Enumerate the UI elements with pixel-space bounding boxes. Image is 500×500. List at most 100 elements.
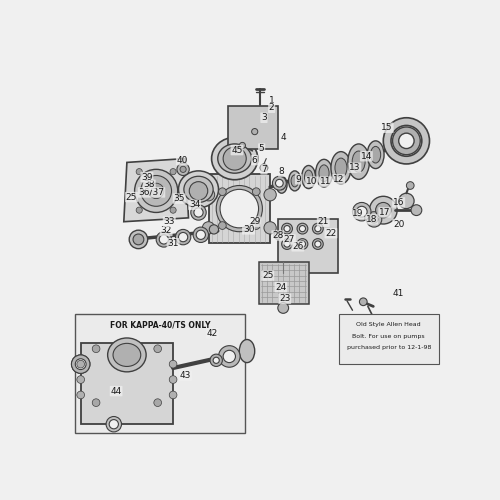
Circle shape (106, 416, 122, 432)
Ellipse shape (331, 152, 351, 184)
Ellipse shape (352, 151, 365, 172)
Circle shape (178, 232, 188, 241)
Circle shape (193, 227, 208, 242)
Circle shape (370, 196, 397, 224)
Text: 4: 4 (280, 132, 286, 141)
Circle shape (210, 354, 222, 366)
Circle shape (190, 182, 208, 200)
Circle shape (169, 391, 177, 399)
Text: 12: 12 (333, 175, 344, 184)
Text: 44: 44 (110, 386, 122, 396)
Circle shape (284, 226, 290, 232)
Text: 17: 17 (379, 208, 390, 217)
Circle shape (218, 346, 240, 367)
Circle shape (223, 147, 246, 170)
Circle shape (392, 127, 420, 154)
Text: 35: 35 (174, 194, 185, 203)
Ellipse shape (212, 138, 258, 179)
Circle shape (384, 118, 430, 164)
Text: Bolt. For use on pumps: Bolt. For use on pumps (352, 334, 425, 339)
Circle shape (218, 187, 261, 230)
Circle shape (264, 222, 276, 234)
Circle shape (366, 212, 382, 227)
Circle shape (398, 193, 414, 208)
Circle shape (312, 238, 323, 250)
Ellipse shape (370, 146, 380, 163)
Text: 30: 30 (243, 225, 254, 234)
Circle shape (176, 230, 191, 245)
Circle shape (196, 230, 205, 239)
Text: 42: 42 (206, 329, 218, 338)
Circle shape (191, 205, 206, 220)
Circle shape (284, 241, 290, 247)
Circle shape (170, 168, 176, 174)
Text: 5: 5 (259, 144, 264, 153)
Text: 36/37: 36/37 (138, 188, 164, 197)
Circle shape (77, 376, 84, 384)
Circle shape (177, 163, 190, 175)
Ellipse shape (291, 175, 298, 187)
Text: 33: 33 (164, 217, 175, 226)
Ellipse shape (304, 170, 313, 184)
Text: 32: 32 (160, 226, 172, 235)
Text: 29: 29 (249, 217, 260, 226)
Circle shape (136, 207, 142, 213)
Circle shape (360, 298, 367, 306)
Text: 10: 10 (306, 177, 318, 186)
Circle shape (297, 223, 308, 234)
Text: 28: 28 (272, 231, 283, 240)
Circle shape (72, 355, 90, 374)
Circle shape (278, 302, 288, 314)
Circle shape (169, 376, 177, 384)
Circle shape (72, 355, 90, 374)
Ellipse shape (218, 144, 252, 173)
Circle shape (376, 202, 391, 218)
Ellipse shape (335, 158, 347, 178)
Ellipse shape (240, 340, 254, 362)
Circle shape (76, 359, 86, 370)
Text: Old Style Allen Head: Old Style Allen Head (356, 322, 421, 328)
Text: 11: 11 (320, 177, 332, 186)
Text: 6: 6 (252, 156, 258, 164)
Bar (258, 262, 308, 304)
Circle shape (297, 238, 308, 250)
Text: 15: 15 (382, 124, 393, 132)
Circle shape (159, 235, 168, 244)
Bar (208, 174, 270, 244)
Circle shape (216, 186, 262, 232)
Text: 19: 19 (352, 210, 364, 218)
Circle shape (312, 223, 323, 234)
Text: 31: 31 (168, 239, 179, 248)
Circle shape (282, 223, 292, 234)
Text: 25: 25 (126, 192, 137, 202)
Text: 18: 18 (366, 215, 378, 224)
Text: 39: 39 (141, 172, 152, 182)
Circle shape (272, 176, 286, 190)
Circle shape (276, 180, 283, 187)
Circle shape (136, 168, 142, 174)
Circle shape (315, 226, 321, 232)
Ellipse shape (278, 180, 285, 190)
Text: 16: 16 (393, 198, 404, 207)
Bar (76, 314, 244, 434)
Circle shape (315, 241, 321, 247)
Text: FOR KAPPA-40/TS ONLY: FOR KAPPA-40/TS ONLY (110, 320, 210, 330)
Bar (80, 344, 173, 424)
Circle shape (213, 357, 220, 364)
Circle shape (129, 230, 148, 248)
Text: 2: 2 (269, 103, 274, 112)
Bar (278, 220, 338, 274)
Circle shape (202, 222, 214, 234)
Circle shape (108, 418, 120, 430)
Circle shape (240, 142, 246, 148)
Circle shape (92, 399, 100, 406)
Circle shape (148, 183, 164, 198)
Ellipse shape (348, 144, 370, 180)
Circle shape (202, 188, 214, 201)
Circle shape (218, 222, 226, 230)
Ellipse shape (316, 160, 332, 187)
Circle shape (300, 241, 306, 247)
Circle shape (180, 166, 186, 172)
Circle shape (411, 205, 422, 216)
Circle shape (218, 188, 226, 196)
